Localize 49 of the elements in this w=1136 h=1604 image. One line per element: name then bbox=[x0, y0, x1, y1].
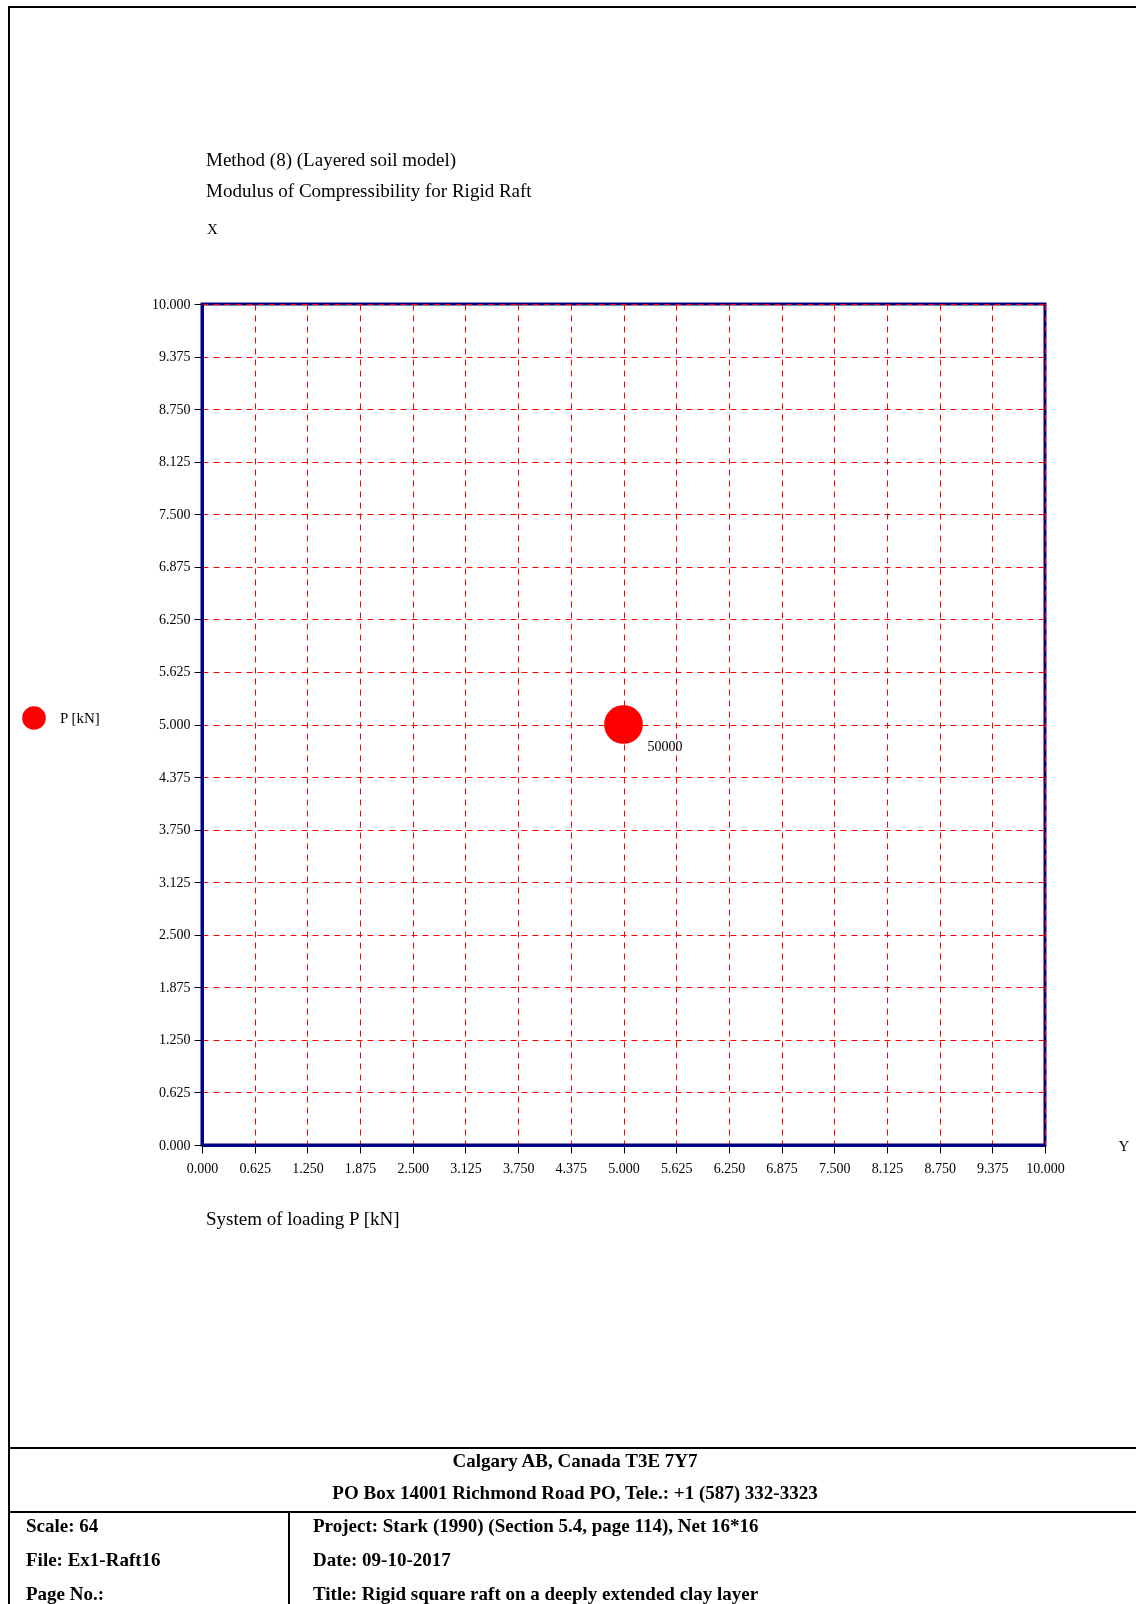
text: Date: 09-10-2017 bbox=[313, 1549, 451, 1571]
x-tick-label: 1.250 bbox=[292, 1160, 324, 1176]
x-tick-label: 3.750 bbox=[502, 1160, 535, 1176]
chart-title: Method (8) (Layered soil model) bbox=[206, 149, 457, 171]
chart-subtitle: Modulus of Compressibility for Rigid Raft bbox=[206, 180, 533, 201]
y-tick-label: 10.000 bbox=[152, 296, 191, 312]
y-axis-title: X bbox=[207, 220, 219, 237]
x-tick-label: 6.250 bbox=[713, 1160, 746, 1176]
x-tick-label: 9.375 bbox=[977, 1160, 1009, 1176]
annotation: 50000 bbox=[647, 738, 683, 754]
x-tick-label: 5.000 bbox=[608, 1160, 640, 1176]
y-tick-label: 5.625 bbox=[159, 664, 191, 680]
x-tick-label: 3.125 bbox=[450, 1160, 482, 1176]
y-tick-label: 6.250 bbox=[159, 611, 191, 627]
text: Project: Stark (1990) (Section 5.4, page 114), Net 16*16 bbox=[313, 1515, 759, 1537]
text: Title: Rigid square raft on a deeply extended clay layer bbox=[313, 1583, 759, 1604]
text: Calgary AB, Canada T3E 7Y7 bbox=[451, 1450, 699, 1472]
x-tick-label: 5.625 bbox=[660, 1160, 693, 1176]
text: PO Box 14001 Richmond Road PO, Tele.: +1 (587) 332-3323 bbox=[331, 1482, 819, 1504]
text: File: Ex1-Raft16 bbox=[26, 1549, 161, 1571]
y-tick-label: 3.125 bbox=[159, 874, 191, 890]
y-tick-label: 9.375 bbox=[159, 349, 191, 365]
text: System of loading P [kN] bbox=[206, 1208, 400, 1230]
x-tick-label: 4.375 bbox=[555, 1160, 588, 1176]
y-tick-label: 3.750 bbox=[159, 822, 191, 838]
y-tick-label: 1.250 bbox=[159, 1032, 191, 1048]
y-tick-label: 4.375 bbox=[159, 769, 191, 785]
x-tick-label: 2.500 bbox=[397, 1160, 429, 1176]
y-tick-label: 8.125 bbox=[159, 454, 191, 470]
x-tick-label: 8.750 bbox=[924, 1160, 956, 1176]
y-tick-label: 7.500 bbox=[159, 506, 191, 522]
y-tick-label: 6.875 bbox=[159, 559, 191, 575]
y-tick-label: 0.000 bbox=[159, 1137, 191, 1153]
x-tick-label: 7.500 bbox=[819, 1160, 851, 1176]
x-tick-label: 8.125 bbox=[871, 1160, 904, 1176]
x-axis-title: Y bbox=[1118, 1137, 1130, 1154]
x-tick-label: 0.000 bbox=[186, 1160, 219, 1176]
y-tick-label: 1.875 bbox=[159, 979, 191, 995]
y-tick-label: 8.750 bbox=[159, 401, 191, 417]
x-tick-label: 1.875 bbox=[344, 1160, 377, 1176]
legend-label: P [kN] bbox=[60, 710, 100, 726]
x-tick-label: 6.875 bbox=[766, 1160, 798, 1176]
x-tick-label: 0.625 bbox=[239, 1160, 271, 1176]
y-tick-label: 0.625 bbox=[159, 1084, 191, 1100]
y-tick-label: 5.000 bbox=[159, 717, 191, 732]
text: Scale: 64 bbox=[26, 1515, 99, 1537]
x-tick-label: 10.000 bbox=[1026, 1160, 1065, 1176]
y-tick-label: 2.500 bbox=[159, 927, 191, 943]
text: Page No.: bbox=[26, 1583, 105, 1604]
